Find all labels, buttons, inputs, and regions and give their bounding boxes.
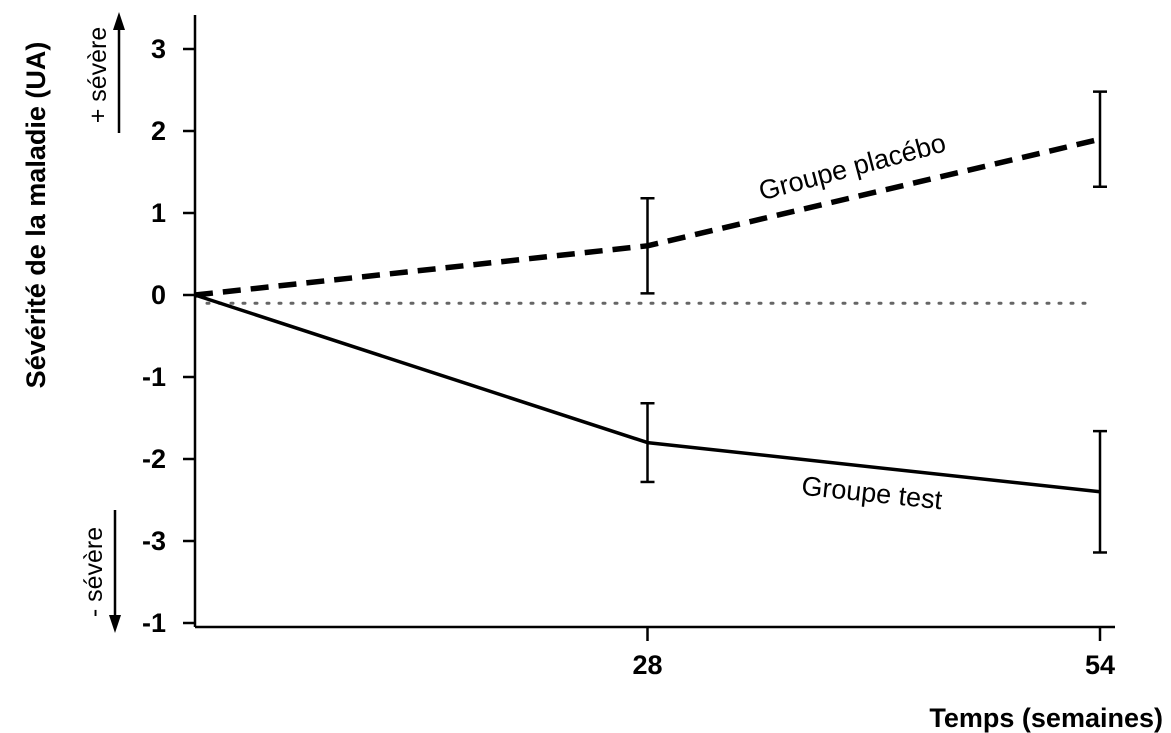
error-bar: [1093, 90, 1107, 189]
x-axis-title: Temps (semaines): [929, 703, 1163, 733]
x-tick-label: 28: [632, 650, 662, 680]
error-bar: [1093, 429, 1107, 554]
y-tick-label: -2: [142, 444, 166, 474]
y-tick-label: 2: [151, 116, 166, 146]
y-tick-label: 0: [151, 280, 166, 310]
y-tick-label: 1: [151, 198, 166, 228]
more-severe-label: + sévère: [84, 27, 112, 124]
up-arrow-head: [113, 12, 125, 30]
axes: 3 2 1 0 -1 -2 -3 -1 28 54: [109, 12, 1115, 680]
x-tick-label: 54: [1085, 650, 1115, 680]
error-bars-layer: [640, 90, 1107, 554]
y-tick-label: -3: [142, 526, 166, 556]
series-label-test: Groupe test: [800, 471, 944, 516]
y-axis-title: Sévérité de la maladie (UA): [21, 42, 51, 389]
error-bar: [640, 401, 655, 484]
less-severe-label: - sévère: [80, 527, 108, 617]
series-label-placebo: Groupe placébo: [756, 128, 949, 207]
y-tick-label: -1: [142, 362, 166, 392]
y-tick-label: -1: [142, 608, 166, 638]
down-arrow-head: [109, 615, 121, 633]
y-tick-label: 3: [151, 34, 166, 64]
error-bar: [640, 196, 655, 295]
